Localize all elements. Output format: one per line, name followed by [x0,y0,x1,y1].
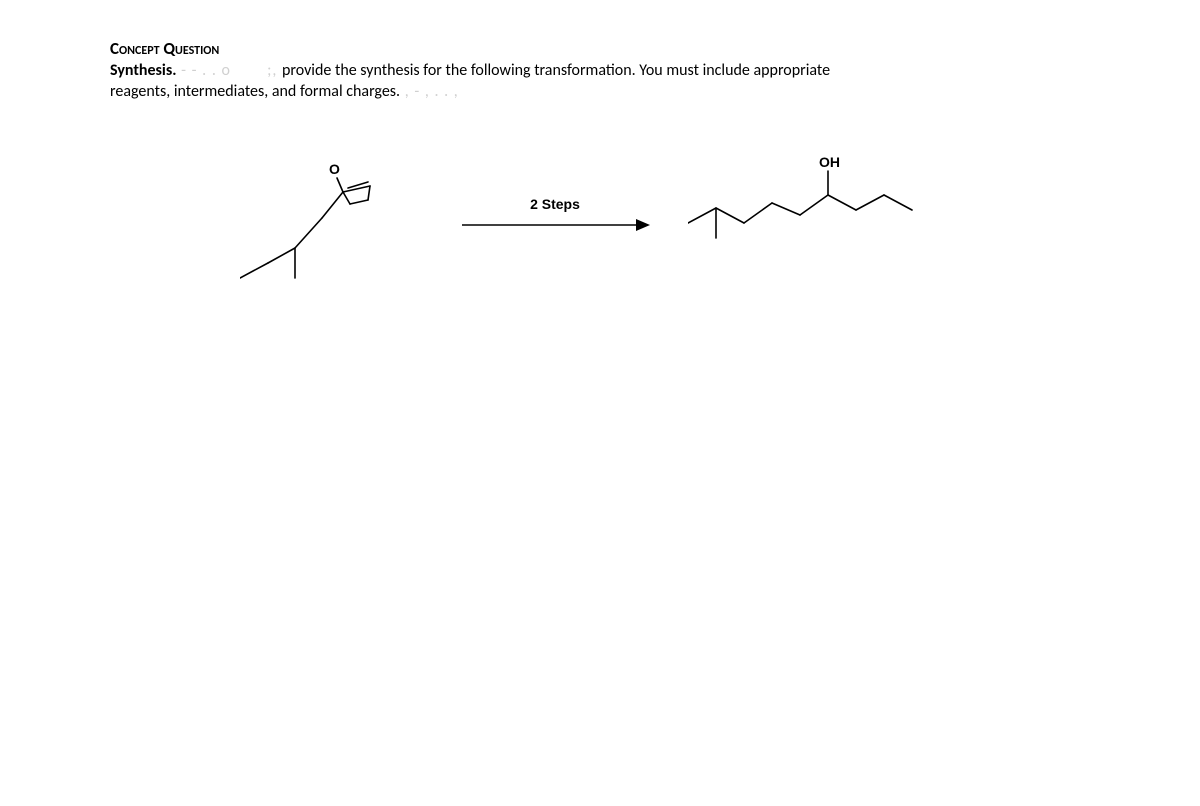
prompt-line-2: reagents, intermediates, and formal char… [110,82,1090,103]
oxygen-label: O [329,161,340,177]
redacted-text-2: ;, [267,61,282,80]
redacted-text-3: , - , . . , [400,82,459,101]
hydroxyl-label: OH [819,154,840,170]
synthesis-label: Synthesis. [110,61,177,80]
redacted-text-1: - - . . o [177,61,231,80]
prompt-text-2: reagents, intermediates, and formal char… [110,82,400,101]
reaction-arrow-block: 2 Steps [460,196,650,243]
steps-label: 2 Steps [460,196,650,212]
prompt-line-1: Synthesis. - - . . o ;, provide the synt… [110,61,1090,82]
reaction-figure: O 2 Steps [110,158,1090,388]
starting-molecule-svg: O [240,158,390,298]
product-molecule: OH [688,153,928,258]
starting-molecule: O [240,158,390,303]
product-molecule-svg: OH [688,153,928,253]
reaction-arrow-icon [460,212,650,238]
prompt-text-1: provide the synthesis for the following … [282,61,830,80]
concept-question-heading: Concept Question [110,38,1090,59]
